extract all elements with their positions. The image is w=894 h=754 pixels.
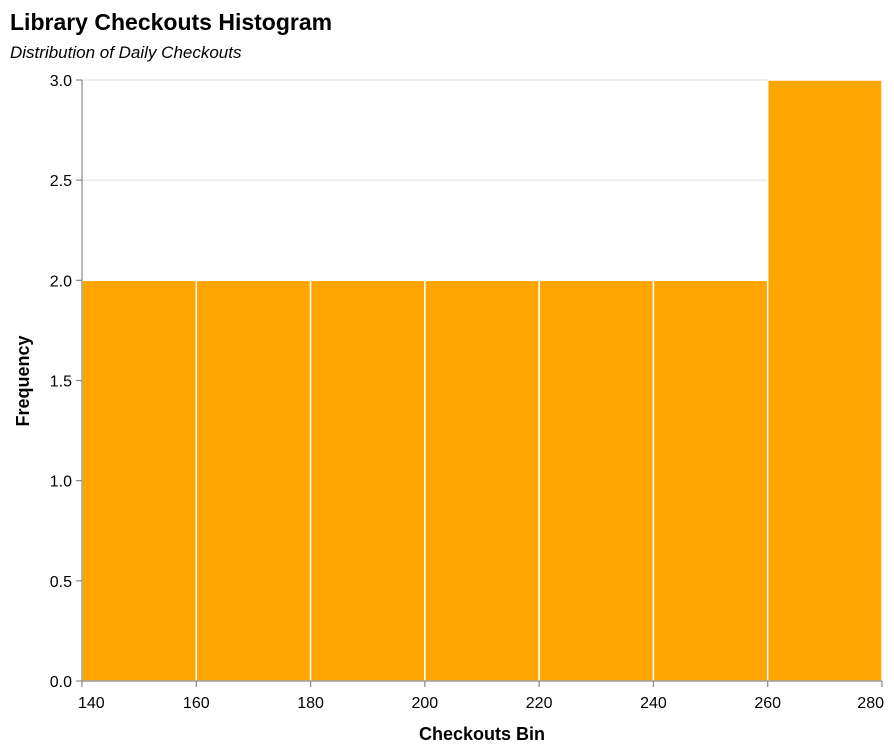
bar-260-280 [766,79,883,682]
y-tick-label-3: 1.5 [50,374,72,391]
x-tick-label-4: 220 [526,695,553,712]
bar-180-200 [309,279,426,682]
chart-subtitle: Distribution of Daily Checkouts [10,43,242,62]
chart-title: Library Checkouts Histogram [10,9,332,35]
y-tick-label-6: 3.0 [50,73,72,90]
axes: 0.0 0.5 1.0 1.5 2.0 2.5 3.0 140 160 180 200 220 240 2… [50,73,884,712]
bar-160-180 [195,279,312,682]
x-tick-label-0: 140 [78,695,105,712]
y-tick-label-1: 0.5 [50,574,72,591]
bar-140-160 [81,279,198,682]
x-tick-label-5: 240 [640,695,667,712]
bar-240-260 [652,279,769,682]
y-axis-title: Frequency [13,335,33,426]
y-tick-label-2: 1.0 [50,474,72,491]
x-tick-label-6: 260 [754,695,781,712]
y-tick-label-5: 2.5 [50,173,72,190]
bar-220-240 [538,279,655,682]
bar-200-220 [424,279,540,682]
x-tick-label-3: 200 [412,695,439,712]
y-tick-label-0: 0.0 [50,674,72,691]
bars [81,79,883,682]
x-tick-label-1: 160 [183,695,210,712]
x-axis-title: Checkouts Bin [419,724,545,744]
y-tick-label-4: 2.0 [50,273,72,290]
x-tick-label-2: 180 [297,695,324,712]
x-tick-label-7: 280 [857,695,884,712]
